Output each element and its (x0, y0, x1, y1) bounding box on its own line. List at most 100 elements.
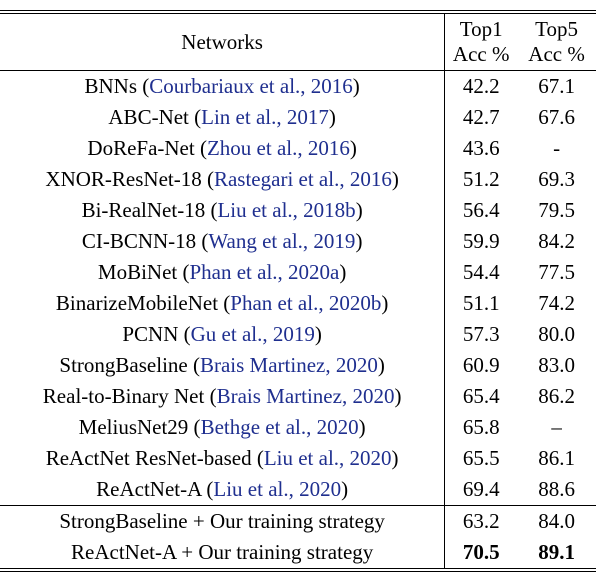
citation[interactable]: Zhou et al., 2016 (206, 136, 350, 160)
citation[interactable]: Phan et al., 2020a (189, 260, 340, 284)
network-name: PCNN ( (122, 322, 191, 346)
top1-cell: 59.9 (444, 226, 518, 257)
citation[interactable]: Bethge et al., 2020 (200, 415, 359, 439)
top1-cell: 42.2 (444, 70, 518, 102)
table-row: XNOR-ResNet-18 (Rastegari et al., 2016) 5… (0, 164, 596, 195)
table-row: ReActNet-A + Our training strategy 70.5 89… (0, 537, 596, 570)
citation-close: ) (314, 322, 322, 346)
citation-close: ) (381, 291, 389, 315)
network-name: XNOR-ResNet-18 ( (45, 167, 214, 191)
top1-cell: 51.2 (444, 164, 518, 195)
table-row: DoReFa-Net (Zhou et al., 2016) 43.6- (0, 133, 596, 164)
top5-cell: 80.0 (538, 322, 575, 346)
top5-cell: 86.2 (538, 384, 575, 408)
citation[interactable]: Brais Martinez, 2020 (216, 384, 395, 408)
top5-cell: 84.2 (538, 229, 575, 253)
network-name: DoReFa-Net ( (87, 136, 207, 160)
network-cell: Bi-RealNet-18 (Liu et al., 2018b) (0, 195, 445, 226)
network-cell: MeliusNet29 (Bethge et al., 2020) (0, 412, 445, 443)
top5-cell: 79.5 (538, 198, 575, 222)
citation-close: ) (391, 446, 399, 470)
citation[interactable]: Lin et al., 2017 (201, 105, 329, 129)
table-row: PCNN (Gu et al., 2019) 57.3 80.0 (0, 319, 596, 350)
top5-cell: 89.1 (538, 540, 575, 564)
network-name: StrongBaseline + Our training strategy (59, 509, 385, 533)
top1-cell: 43.6 (444, 133, 518, 164)
citation-close: ) (328, 105, 336, 129)
top5-cell: 84.0 (538, 509, 575, 533)
header-top1: Top1 Acc % (444, 12, 518, 71)
network-name: ABC-Net ( (108, 105, 202, 129)
table-body: BNNs (Courbariaux et al., 2016) 42.2 67.1 A… (0, 70, 596, 570)
top5-cell: 86.1 (538, 446, 575, 470)
network-name: ReActNet-A ( (96, 477, 214, 501)
header-text: Top1 (459, 17, 503, 41)
network-name: Bi-RealNet-18 ( (81, 198, 218, 222)
top1-cell: 51.1 (444, 288, 518, 319)
header-text: Acc % (452, 42, 510, 66)
table-row: Bi-RealNet-18 (Liu et al., 2018b) 56.4 79.… (0, 195, 596, 226)
top1-cell: 60.9 (444, 350, 518, 381)
citation[interactable]: Phan et al., 2020b (230, 291, 382, 315)
top5-cell: 69.3 (538, 167, 575, 191)
network-name: BNNs ( (84, 74, 150, 98)
table-row: Real-to-Binary Net (Brais Martinez, 2020… (0, 381, 596, 412)
top1-cell: 57.3 (444, 319, 518, 350)
network-cell: ReActNet-A (Liu et al., 2020) (0, 474, 445, 506)
header-networks: Networks (181, 29, 263, 54)
network-cell: BNNs (Courbariaux et al., 2016) (0, 71, 445, 103)
network-name: StrongBaseline ( (59, 353, 200, 377)
network-cell: ReActNet-A + Our training strategy (0, 537, 445, 570)
network-cell: BinarizeMobileNet (Phan et al., 2020b) (0, 288, 445, 319)
top1-cell: 65.8 (444, 412, 518, 443)
network-cell: ReActNet ResNet-based (Liu et al., 2020) (0, 443, 445, 474)
header-top5: Top5 Acc % (517, 12, 596, 71)
top1-cell: 56.4 (444, 195, 518, 226)
citation-close: ) (377, 353, 385, 377)
table-row: CI-BCNN-18 (Wang et al., 2019) 59.9 84.2 (0, 226, 596, 257)
citation-close: ) (339, 260, 347, 284)
citation-close: ) (341, 477, 349, 501)
citation[interactable]: Liu et al., 2020 (263, 446, 392, 470)
citation-close: ) (391, 167, 399, 191)
network-name: Real-to-Binary Net ( (42, 384, 217, 408)
citation[interactable]: Liu et al., 2020 (213, 477, 342, 501)
table-row: ABC-Net (Lin et al., 2017) 42.7 67.6 (0, 102, 596, 133)
results-table: Networks Top1 Acc % Top5 Acc % BNNs (Courb… (0, 10, 596, 572)
citation[interactable]: Liu et al., 2018b (217, 198, 356, 222)
top1-cell: 65.5 (444, 443, 518, 474)
network-cell: MoBiNet (Phan et al., 2020a) (0, 257, 445, 288)
network-cell: DoReFa-Net (Zhou et al., 2016) (0, 133, 445, 164)
top1-cell: 42.7 (444, 102, 518, 133)
table-row: BNNs (Courbariaux et al., 2016) 42.2 67.1 (0, 70, 596, 103)
top5-cell: 67.6 (538, 105, 575, 129)
citation[interactable]: Gu et al., 2019 (190, 322, 315, 346)
header-text: Top5 (535, 17, 579, 41)
citation-close: ) (394, 384, 402, 408)
citation-close: ) (352, 74, 360, 98)
citation-close: ) (358, 415, 366, 439)
top5-cell: 83.0 (538, 353, 575, 377)
top5-cell: 77.5 (538, 260, 575, 284)
table-row: MoBiNet (Phan et al., 2020a) 54.4 77.5 (0, 257, 596, 288)
table-wrap: Networks Top1 Acc % Top5 Acc % BNNs (Courb… (0, 10, 596, 572)
top5-cell: 74.2 (538, 291, 575, 315)
network-cell: StrongBaseline (Brais Martinez, 2020) (0, 350, 445, 381)
citation[interactable]: Rastegari et al., 2016 (213, 167, 392, 191)
citation[interactable]: Brais Martinez, 2020 (199, 353, 378, 377)
network-name: CI-BCNN-18 ( (81, 229, 209, 253)
citation[interactable]: Wang et al., 2019 (208, 229, 356, 253)
header-text: Acc % (528, 42, 585, 66)
network-name: ReActNet-A + Our training strategy (71, 540, 374, 564)
table-row: StrongBaseline + Our training strategy 63… (0, 505, 596, 537)
network-name: MeliusNet29 ( (78, 415, 201, 439)
network-name: MoBiNet ( (97, 260, 190, 284)
table-row: ReActNet-A (Liu et al., 2020) 69.4 88.6 (0, 474, 596, 506)
top1-cell: 70.5 (444, 537, 518, 570)
table-row: ReActNet ResNet-based (Liu et al., 2020)… (0, 443, 596, 474)
network-cell: ABC-Net (Lin et al., 2017) (0, 102, 445, 133)
header-row: Networks Top1 Acc % Top5 Acc % (0, 12, 596, 71)
citation[interactable]: Courbariaux et al., 2016 (149, 74, 353, 98)
top1-cell: 69.4 (444, 474, 518, 506)
top5-cell: – (551, 415, 562, 439)
